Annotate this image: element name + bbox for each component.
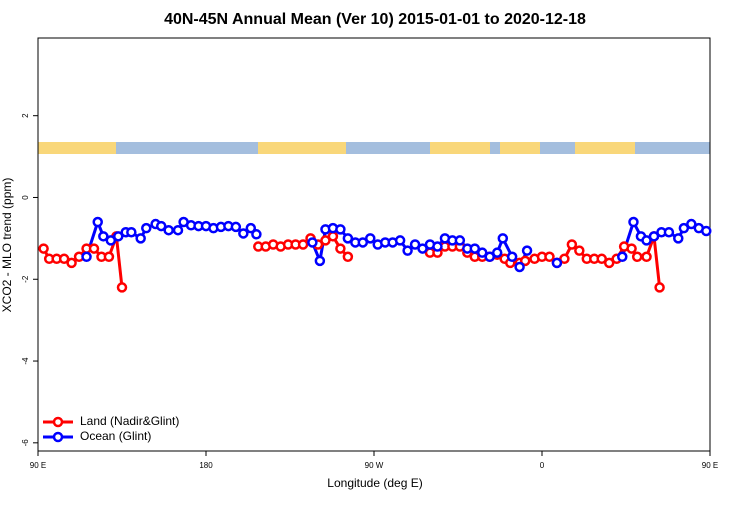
data-point — [402, 245, 413, 256]
data-point — [342, 251, 354, 263]
y-tick-label: -2 — [21, 275, 30, 283]
x-tick-label: 180 — [199, 461, 213, 470]
data-point — [88, 243, 100, 254]
data-point — [320, 235, 331, 246]
data-point — [641, 235, 652, 246]
data-point — [357, 237, 369, 248]
data-point — [307, 237, 318, 248]
x-axis-label: Longitude (deg E) — [327, 476, 422, 490]
data-point — [327, 231, 339, 242]
data-point — [335, 224, 346, 235]
data-point — [596, 253, 607, 265]
data-point — [163, 224, 174, 236]
y-tick-label: -6 — [21, 439, 30, 447]
y-tick-label: 0 — [21, 195, 30, 200]
data-point — [135, 233, 146, 244]
data-point — [238, 228, 249, 239]
data-point — [245, 222, 257, 234]
y-tick-label: -4 — [21, 357, 30, 365]
data-point — [335, 243, 346, 254]
data-point — [497, 233, 509, 244]
land-ocean-strip — [38, 142, 710, 154]
data-point — [409, 239, 421, 250]
data-point — [663, 226, 675, 238]
data-point — [654, 282, 665, 293]
data-point — [251, 229, 262, 240]
data-point — [477, 247, 488, 258]
x-tick-label: 90 W — [365, 461, 384, 470]
data-point — [365, 233, 376, 244]
data-point — [701, 225, 712, 237]
data-point — [454, 235, 466, 246]
y-tick-label: 2 — [21, 113, 30, 118]
data-point — [432, 241, 443, 252]
data-point — [113, 231, 124, 242]
data-point — [603, 257, 615, 269]
chart-title: 40N-45N Annual Mean (Ver 10) 2015-01-01 … — [164, 11, 586, 28]
data-point — [551, 257, 563, 269]
data-point — [631, 251, 643, 263]
data-point — [626, 243, 637, 254]
data-point — [574, 245, 585, 256]
data-point — [521, 245, 533, 256]
data-point — [98, 231, 109, 242]
y-axis-label: XCO2 - MLO trend (ppm) — [0, 178, 14, 313]
data-point — [417, 243, 428, 254]
data-point — [544, 251, 555, 263]
data-point — [230, 221, 242, 233]
data-point — [484, 251, 495, 263]
data-point — [506, 251, 518, 263]
data-point — [491, 247, 503, 258]
legend-label: Land (Nadir&Glint) — [80, 414, 179, 428]
x-tick-label: 90 E — [702, 461, 718, 470]
data-point — [559, 253, 570, 265]
data-point — [126, 226, 137, 238]
data-point — [686, 218, 697, 230]
data-point — [678, 222, 690, 234]
data-point — [641, 251, 652, 263]
data-point — [514, 261, 525, 273]
x-tick-label: 90 E — [30, 461, 46, 470]
data-point — [628, 216, 639, 228]
data-point — [566, 239, 578, 250]
data-point — [314, 255, 326, 267]
data-point — [648, 231, 660, 242]
data-point — [58, 253, 70, 265]
legend-marker — [52, 416, 64, 428]
data-point — [673, 233, 684, 244]
x-tick-label: 0 — [540, 461, 545, 470]
data-point — [519, 255, 531, 267]
data-point — [38, 243, 49, 254]
data-point — [105, 235, 117, 246]
data-point — [81, 251, 92, 263]
data-point — [172, 224, 184, 236]
data-point — [92, 216, 103, 228]
data-point — [103, 251, 115, 263]
data-point — [342, 233, 354, 244]
data-point — [116, 282, 128, 293]
data-point — [141, 222, 152, 234]
legend-marker — [52, 431, 64, 443]
data-point — [394, 235, 406, 246]
data-point — [155, 220, 167, 232]
data-point — [297, 239, 309, 250]
legend-label: Ocean (Glint) — [80, 429, 151, 443]
data-point — [617, 251, 628, 263]
data-point — [66, 257, 77, 269]
data-point — [469, 243, 481, 254]
